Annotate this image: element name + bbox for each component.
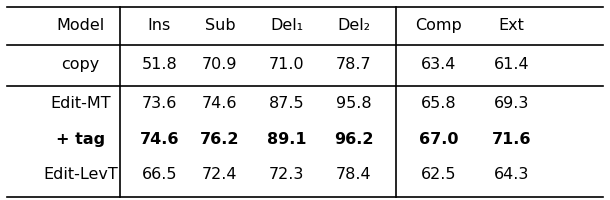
Text: 66.5: 66.5 — [142, 167, 177, 182]
Text: Del₁: Del₁ — [270, 18, 303, 33]
Text: 71.0: 71.0 — [269, 57, 304, 72]
Text: 65.8: 65.8 — [421, 96, 456, 111]
Text: 72.3: 72.3 — [269, 167, 304, 182]
Text: Edit-LevT: Edit-LevT — [43, 167, 118, 182]
Text: 96.2: 96.2 — [334, 132, 373, 147]
Text: 71.6: 71.6 — [492, 132, 531, 147]
Text: 63.4: 63.4 — [421, 57, 456, 72]
Text: Ext: Ext — [498, 18, 525, 33]
Text: 74.6: 74.6 — [203, 96, 238, 111]
Text: 87.5: 87.5 — [269, 96, 304, 111]
Text: 69.3: 69.3 — [493, 96, 529, 111]
Text: 70.9: 70.9 — [203, 57, 238, 72]
Text: 61.4: 61.4 — [493, 57, 529, 72]
Text: 72.4: 72.4 — [203, 167, 238, 182]
Text: Ins: Ins — [148, 18, 171, 33]
Text: Edit-MT: Edit-MT — [50, 96, 110, 111]
Text: copy: copy — [61, 57, 99, 72]
Text: 74.6: 74.6 — [140, 132, 179, 147]
Text: 78.7: 78.7 — [336, 57, 371, 72]
Text: 67.0: 67.0 — [419, 132, 458, 147]
Text: 95.8: 95.8 — [336, 96, 371, 111]
Text: Sub: Sub — [205, 18, 235, 33]
Text: 76.2: 76.2 — [200, 132, 240, 147]
Text: 51.8: 51.8 — [142, 57, 177, 72]
Text: Comp: Comp — [415, 18, 462, 33]
Text: 62.5: 62.5 — [421, 167, 456, 182]
Text: 64.3: 64.3 — [493, 167, 529, 182]
Text: 73.6: 73.6 — [142, 96, 177, 111]
Text: + tag: + tag — [56, 132, 105, 147]
Text: 89.1: 89.1 — [267, 132, 307, 147]
Text: Del₂: Del₂ — [337, 18, 370, 33]
Text: Model: Model — [56, 18, 104, 33]
Text: 78.4: 78.4 — [336, 167, 371, 182]
